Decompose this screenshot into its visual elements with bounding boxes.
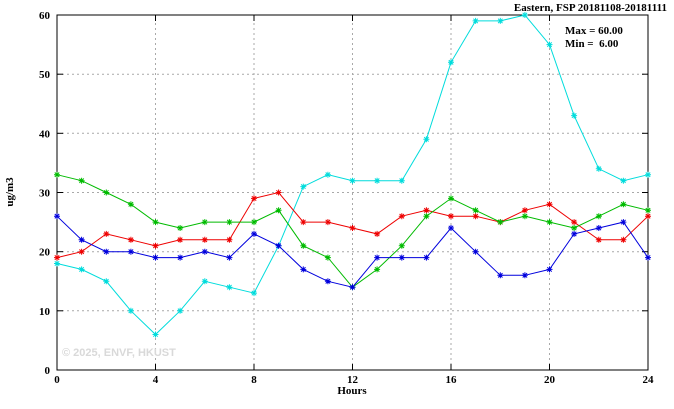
min-annotation: Min = 6.00	[565, 38, 619, 50]
y-tick-label: 20	[39, 247, 51, 259]
x-tick-label: 0	[54, 374, 60, 386]
series-markers-blue	[54, 213, 651, 291]
x-axis-label: Hours	[337, 385, 367, 397]
x-tick-label: 20	[544, 374, 556, 386]
y-tick-label: 40	[39, 128, 51, 140]
chart-title: Eastern, FSP 20181108-20181111	[514, 2, 667, 14]
x-tick-label: 8	[251, 374, 257, 386]
series-markers-cyan	[54, 12, 651, 338]
plot-area: 0 4 8 12 16 20 24 0 10 20 30 40 50 60	[39, 10, 654, 386]
x-tick-label: 16	[446, 374, 458, 386]
series-markers-red	[54, 189, 651, 261]
y-axis-label: ug/m3	[4, 177, 16, 207]
x-tick-label: 12	[347, 374, 359, 386]
series-markers-green	[54, 171, 651, 291]
max-annotation: Max = 60.00	[565, 25, 623, 37]
y-tick-label: 10	[39, 306, 51, 318]
x-tick-label: 24	[643, 374, 655, 386]
y-tick-label: 0	[45, 365, 51, 377]
y-tick-label: 60	[39, 10, 51, 22]
watermark: © 2025, ENVF, HKUST	[62, 347, 176, 359]
y-tick-label: 30	[39, 188, 51, 200]
x-tick-label: 4	[153, 374, 159, 386]
y-tick-label: 50	[39, 69, 51, 81]
